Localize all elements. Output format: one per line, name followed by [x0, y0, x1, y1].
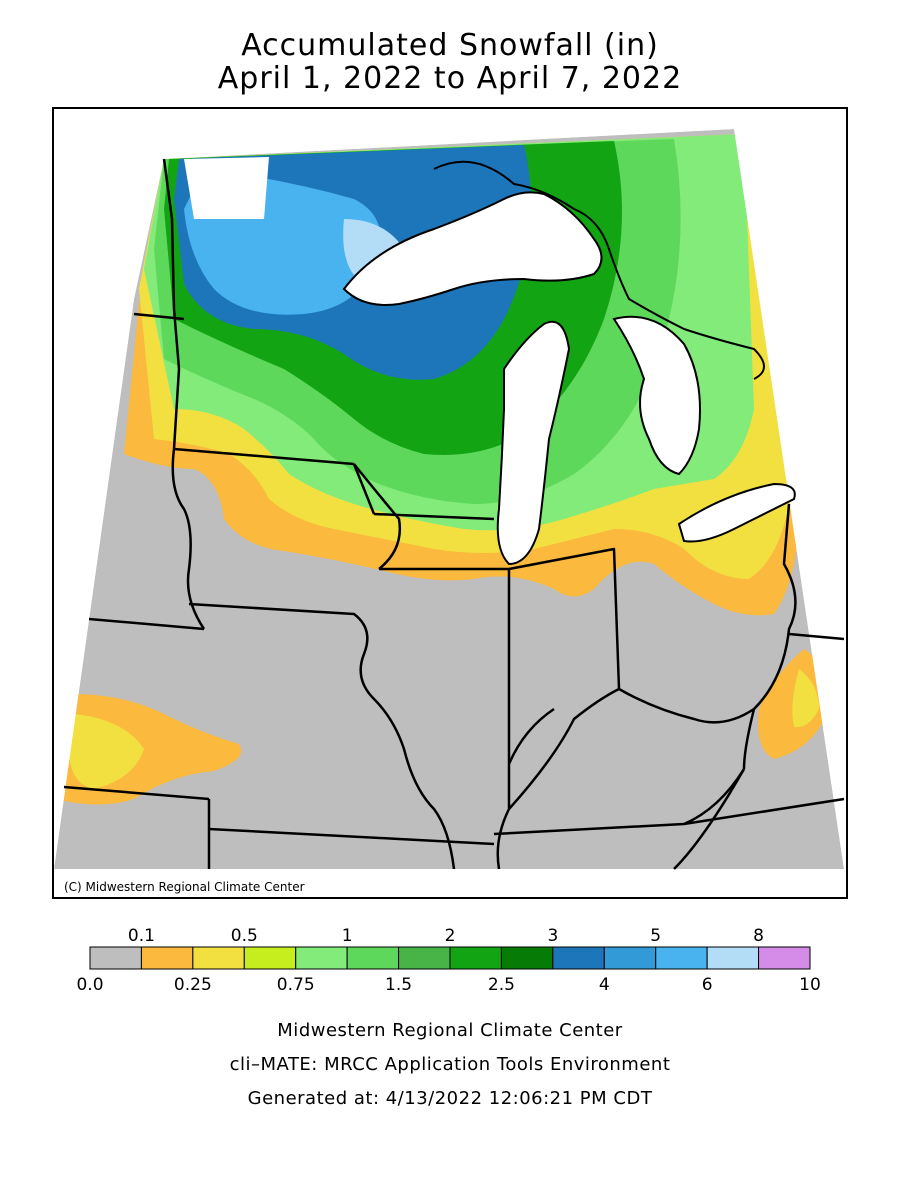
- coastline: [433, 160, 765, 380]
- region-trace: [792, 669, 819, 728]
- legend-bottom-label: 0.0: [76, 975, 103, 995]
- lake-michigan: [496, 320, 571, 566]
- map-canvas: [54, 109, 846, 897]
- map-date-range: April 1, 2022 to April 7, 2022: [217, 61, 683, 96]
- snowfall-map: (C) Midwestern Regional Climate Center: [52, 107, 848, 899]
- legend-swatch: [449, 946, 502, 970]
- legend-bottom-label: 6: [702, 975, 713, 995]
- map-copyright: (C) Midwestern Regional Climate Center: [60, 879, 309, 895]
- region-trace: [184, 157, 269, 219]
- legend-bottom-label: 4: [599, 975, 610, 995]
- lake-huron: [612, 315, 701, 476]
- map-title: Accumulated Snowfall (in): [241, 28, 659, 63]
- legend-bottom-label: 1.5: [385, 975, 412, 995]
- legend-swatch: [500, 946, 554, 970]
- footer-organization: Midwestern Regional Climate Center: [277, 1020, 623, 1041]
- legend-swatch: [603, 946, 657, 970]
- legend-swatch: [192, 946, 245, 970]
- legend-swatch: [346, 946, 400, 970]
- legend-bottom-label: 10: [799, 975, 821, 995]
- legend-swatch: [295, 946, 348, 970]
- region-trace: [54, 109, 846, 897]
- legend-top-label: 0.5: [231, 926, 258, 946]
- legend-top-label: 8: [753, 926, 764, 946]
- lake-superior: [342, 191, 603, 306]
- legend-swatch: [140, 946, 194, 970]
- footer-generated-time: Generated at: 4/13/2022 12:06:21 PM CDT: [247, 1088, 653, 1109]
- legend-top-label: 1: [342, 926, 353, 946]
- legend-top-label: 3: [547, 926, 558, 946]
- legend-swatch: [552, 946, 605, 970]
- legend-bottom-label: 0.75: [277, 975, 315, 995]
- legend-swatch: [758, 946, 811, 970]
- legend-bottom-label: 2.5: [488, 975, 515, 995]
- legend-swatch: [243, 946, 297, 970]
- legend-top-label: 5: [650, 926, 661, 946]
- legend-top-label: 2: [445, 926, 456, 946]
- lake-erie: [677, 482, 796, 543]
- footer-application: cli–MATE: MRCC Application Tools Environ…: [229, 1054, 671, 1075]
- legend-swatch: [655, 946, 708, 970]
- legend-top-label: 0.1: [128, 926, 155, 946]
- legend-swatch: [706, 946, 760, 970]
- legend-swatch: [398, 946, 451, 970]
- legend-canvas: 0.1 0.5 1 2 3 5 8 0.0 0.25 0.75 1.5 2.5 4 6 10: [76, 926, 821, 995]
- legend-bottom-label: 0.25: [174, 975, 212, 995]
- region-trace: [69, 714, 144, 789]
- legend-swatch: [89, 946, 142, 970]
- state-boundaries: [63, 158, 845, 870]
